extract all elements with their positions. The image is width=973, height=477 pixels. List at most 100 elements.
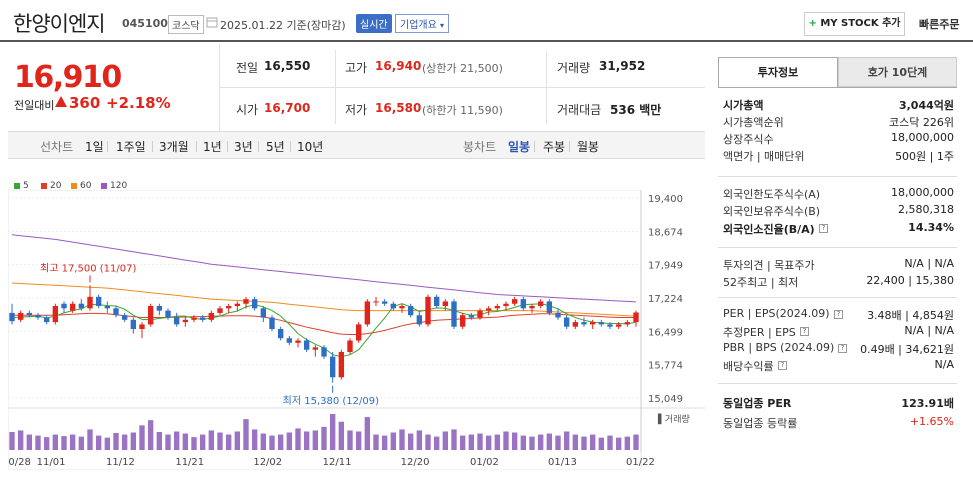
- candle-body: [459, 315, 466, 327]
- volume-bar: [191, 437, 197, 450]
- volume-bar: [520, 435, 527, 450]
- volume-bar: [43, 437, 50, 450]
- legend-ma60: 60: [71, 181, 91, 191]
- volume-bar: [364, 417, 371, 450]
- tab-invest-info[interactable]: 투자정보: [718, 57, 838, 87]
- volume-bar: [26, 434, 33, 450]
- candle-body: [321, 347, 327, 357]
- candle-body: [69, 303, 76, 311]
- invest-row-label: 추정PER | EPS: [723, 326, 796, 339]
- candle-body: [563, 317, 570, 327]
- candle-body: [555, 312, 561, 318]
- ma-line-ma120: [11, 234, 637, 303]
- tab-3y[interactable]: 3년: [234, 140, 253, 154]
- candle-body: [303, 340, 310, 350]
- volume-bar: [95, 435, 102, 450]
- mystock-add-button[interactable]: + MY STOCK 추가: [804, 12, 905, 36]
- quick-order-link[interactable]: 빠른주문: [919, 18, 960, 31]
- corp-info-button[interactable]: 기업개요 ▾: [395, 14, 450, 33]
- invest-row-value: 18,000,000: [891, 131, 954, 144]
- x-tick-label: 12/20: [401, 457, 430, 468]
- invest-row-label: 액면가 | 매매단위: [723, 150, 805, 163]
- change-percent: +2.18%: [106, 94, 171, 112]
- x-tick-label: 01/02: [470, 457, 499, 468]
- legend-ma20: 20: [41, 181, 61, 191]
- invest-row: 동일업종 PER 123.91배: [723, 395, 954, 411]
- legend-label: 120: [110, 181, 128, 191]
- tab-3m[interactable]: 3개월: [159, 140, 189, 154]
- candle-body: [61, 303, 67, 309]
- volume-bar: [147, 420, 154, 450]
- candle-body: [477, 310, 483, 318]
- candle-body: [269, 317, 275, 330]
- candle-body: [191, 317, 197, 320]
- realtime-badge[interactable]: 실시간: [356, 14, 392, 33]
- legend-swatch: [71, 182, 77, 189]
- candle-body: [147, 306, 154, 325]
- ma-line-ma60: [11, 282, 637, 317]
- volume-bar: [156, 432, 163, 450]
- tab-orderbook[interactable]: 호가 10단계: [838, 57, 957, 87]
- candle-body: [156, 306, 163, 311]
- volume-bar: [165, 434, 171, 450]
- help-icon[interactable]: ?: [819, 224, 828, 233]
- candle-body: [312, 347, 319, 350]
- candle-body: [260, 308, 267, 318]
- invest-row-value: 18,000,000: [891, 186, 954, 199]
- help-icon[interactable]: ?: [834, 310, 843, 319]
- open-label: 시가: [236, 103, 259, 117]
- help-icon[interactable]: ?: [838, 344, 847, 353]
- volume-bar: [113, 433, 119, 450]
- volume-bar: [633, 434, 639, 450]
- candle-body: [234, 303, 241, 307]
- tab-separator: [258, 141, 259, 152]
- date-text: 2025.01.22 기준(장마감): [220, 19, 346, 32]
- prev-close-value: 16,550: [264, 59, 311, 73]
- candle-body: [407, 306, 414, 316]
- x-tick-label: 01/13: [548, 457, 577, 468]
- tab-1d[interactable]: 1일: [85, 140, 104, 154]
- volume-bar: [511, 432, 518, 450]
- lower-limit: (하한가 11,590): [422, 104, 503, 117]
- candle-body: [165, 310, 171, 318]
- candle-body: [35, 315, 41, 318]
- market-badge: 코스닥: [168, 15, 204, 34]
- help-icon[interactable]: ?: [778, 361, 787, 370]
- invest-row: 추정PER | EPS? N/A | N/A: [723, 324, 954, 340]
- candle-body: [581, 322, 587, 325]
- candle-body: [277, 329, 284, 339]
- invest-row-label: 외국인보유주식수(B): [723, 205, 821, 218]
- candle-body: [199, 317, 206, 320]
- y-tick-label: 18,674: [648, 227, 683, 238]
- volume-bar: [563, 431, 570, 450]
- tab-separator: [196, 141, 197, 152]
- volume-bar: [347, 430, 353, 450]
- candle-body: [468, 315, 475, 318]
- volume-bar: [451, 429, 457, 450]
- invest-row-value: 0.49배 | 34,621원: [860, 343, 954, 356]
- volume-bar: [433, 436, 440, 450]
- tab-1y[interactable]: 1년: [203, 140, 222, 154]
- volume-bar: [234, 431, 241, 450]
- invest-row-value: 22,400 | 15,380: [866, 274, 954, 287]
- corp-info-label: 기업개요: [400, 20, 437, 31]
- tab-weekly[interactable]: 주봉: [543, 140, 566, 154]
- tab-monthly[interactable]: 월봉: [577, 140, 600, 154]
- tab-daily[interactable]: 일봉: [508, 140, 531, 154]
- price-chart[interactable]: 19,400 18,674 17,949 17,224 16,499 15,774 15,0…: [8, 190, 705, 470]
- x-tick-label: 11/01: [37, 457, 66, 468]
- tab-10y[interactable]: 10년: [297, 140, 324, 154]
- legend-label: 20: [50, 181, 62, 191]
- help-icon[interactable]: ?: [800, 327, 809, 336]
- candle-body: [615, 324, 622, 327]
- current-price: 16,910: [14, 60, 122, 95]
- tab-5y[interactable]: 5년: [266, 140, 285, 154]
- x-tick-label: 12/02: [253, 457, 282, 468]
- invest-row: 액면가 | 매매단위 500원 | 1주: [723, 148, 954, 164]
- up-arrow-icon: [55, 96, 67, 107]
- volume-bar: [355, 431, 362, 450]
- period-tab-bar: 선차트 1일 1주일 3개월 1년 3년 5년 10년 봉차트 일봉 주봉 월봉: [8, 131, 705, 159]
- high-label: 고가: [345, 61, 368, 75]
- tab-1w[interactable]: 1주일: [116, 140, 146, 154]
- volume-bar: [87, 429, 93, 450]
